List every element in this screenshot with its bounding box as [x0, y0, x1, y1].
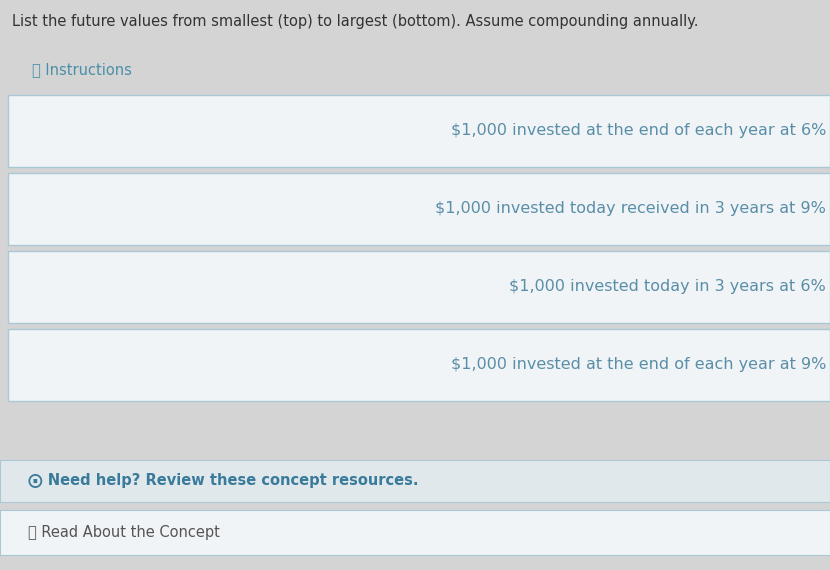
- Text: $1,000 invested today in 3 years at 6%: $1,000 invested today in 3 years at 6%: [510, 279, 826, 295]
- Bar: [8, 329, 830, 401]
- Text: $1,000 invested today received in 3 years at 9%: $1,000 invested today received in 3 year…: [435, 202, 826, 217]
- Bar: [8, 251, 830, 323]
- Text: $1,000 invested at the end of each year at 6%: $1,000 invested at the end of each year …: [451, 124, 826, 139]
- Bar: [0, 460, 830, 502]
- Text: $1,000 invested at the end of each year at 9%: $1,000 invested at the end of each year …: [451, 357, 826, 373]
- Text: ⓘ Instructions: ⓘ Instructions: [32, 62, 132, 77]
- Text: ⨀ Need help? Review these concept resources.: ⨀ Need help? Review these concept resour…: [28, 474, 418, 488]
- Bar: [0, 510, 830, 555]
- Text: List the future values from smallest (top) to largest (bottom). Assume compoundi: List the future values from smallest (to…: [12, 14, 699, 29]
- Bar: [8, 95, 830, 167]
- Text: ⧈ Read About the Concept: ⧈ Read About the Concept: [28, 525, 220, 540]
- Bar: [8, 173, 830, 245]
